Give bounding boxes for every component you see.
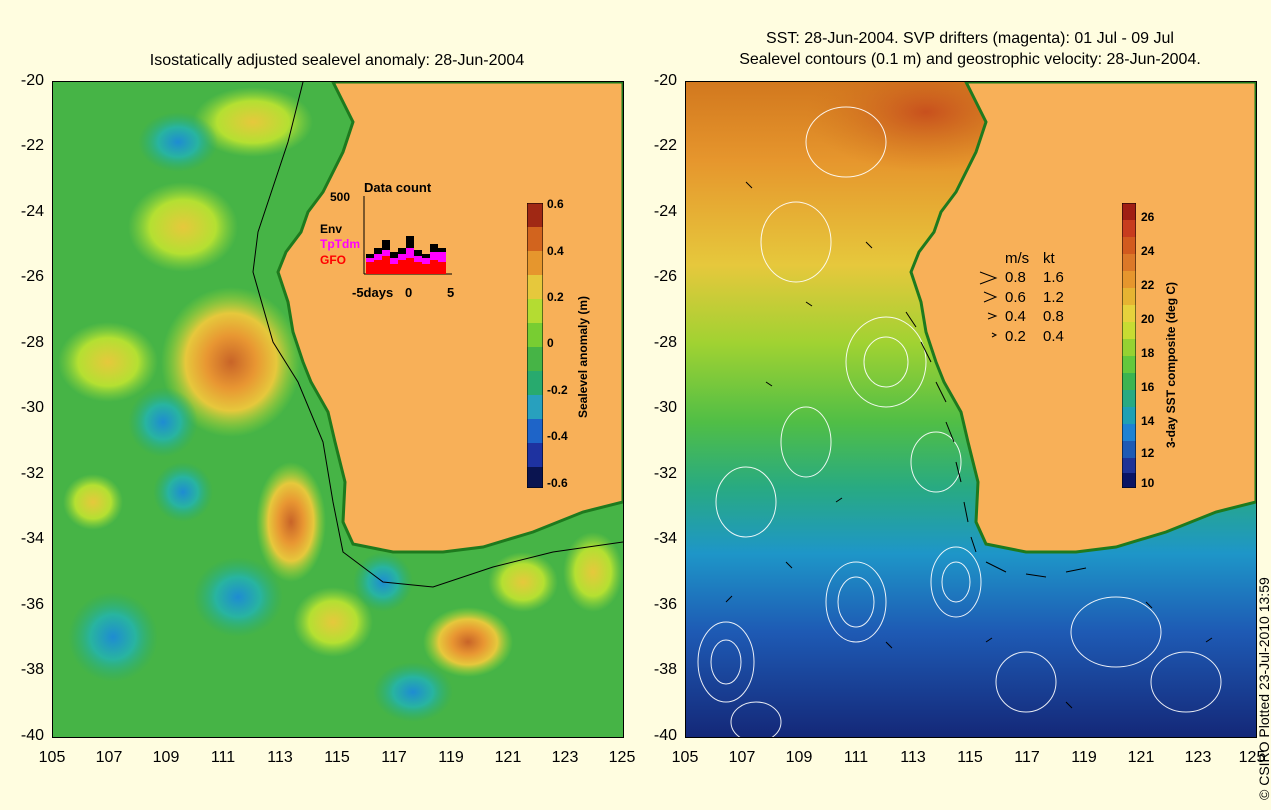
right-lon-tick: 107 <box>728 749 756 766</box>
right-lat-tick: -36 <box>653 596 677 613</box>
left-lat-tick: -38 <box>20 661 44 678</box>
velocity-legend-kt: 0.4 <box>1043 328 1064 345</box>
velocity-legend-header-kt: kt <box>1043 250 1055 267</box>
velocity-legend-kt: 1.2 <box>1043 289 1064 306</box>
right-lon-tick: 121 <box>1127 749 1155 766</box>
left-lon-tick: 123 <box>551 749 579 766</box>
left-lon-tick: 109 <box>152 749 180 766</box>
sla-colorbar-scale <box>527 203 543 488</box>
sst-colorbar-tick: 10 <box>1141 476 1155 490</box>
left-lon-tick: 111 <box>210 749 236 766</box>
inset-xtick: -5days <box>352 285 394 300</box>
left-lon-tick: 115 <box>324 749 350 766</box>
sst-colorbar-tick: 22 <box>1141 278 1155 292</box>
continental-shelf-line <box>252 82 623 588</box>
sla-colorbar-tick: 0 <box>547 336 554 350</box>
right-panel-title-line1: SST: 28-Jun-2004. SVP drifters (magenta)… <box>766 30 1174 47</box>
sla-colorbar-tick: 0.2 <box>547 290 564 304</box>
velocity-legend-header-ms: m/s <box>1005 250 1030 267</box>
inset-label-env: Env <box>320 222 343 236</box>
sst-colorbar-tick: 20 <box>1141 312 1155 326</box>
sla-colorbar-tick: 0.6 <box>547 197 564 211</box>
inset-ymax: 500 <box>330 190 351 204</box>
right-lon-tick: 123 <box>1184 749 1212 766</box>
sst-map <box>685 81 1257 738</box>
sealevel-contours <box>697 106 1222 737</box>
right-lon-tick: 117 <box>1014 749 1040 766</box>
right-lat-tick: -22 <box>653 137 677 154</box>
left-lat-tick: -30 <box>20 399 44 416</box>
velocity-legend-ms: 0.2 <box>1005 328 1026 345</box>
sst-colorbar-tick: 16 <box>1141 380 1155 394</box>
left-lat-tick: -32 <box>20 465 44 482</box>
right-lon-tick: 109 <box>785 749 813 766</box>
left-lon-tick: 105 <box>38 749 66 766</box>
right-panel-title-line2: Sealevel contours (0.1 m) and geostrophi… <box>739 51 1201 68</box>
right-lat-tick: -38 <box>653 661 677 678</box>
left-lon-tick: 107 <box>95 749 123 766</box>
right-lon-tick: 105 <box>671 749 699 766</box>
inset-label-tptdm: TpTdm <box>320 237 360 251</box>
sst-colorbar-tick: 12 <box>1141 446 1155 460</box>
left-lon-tick: 113 <box>267 749 293 766</box>
right-lon-tick: 115 <box>957 749 983 766</box>
velocity-legend-ms: 0.4 <box>1005 308 1026 325</box>
right-lat-tick: -26 <box>653 268 677 285</box>
right-lat-tick: -28 <box>653 334 677 351</box>
left-lat-tick: -20 <box>20 72 44 89</box>
left-lon-tick: 119 <box>438 749 464 766</box>
inset-xtick: 0 <box>405 285 413 300</box>
right-lon-tick: 111 <box>843 749 869 766</box>
velocity-legend-kt: 0.8 <box>1043 308 1064 325</box>
left-lat-tick: -36 <box>20 596 44 613</box>
sla-anomaly-blobs <box>58 87 623 722</box>
inset-bars <box>363 196 452 275</box>
left-lon-tick: 121 <box>494 749 522 766</box>
left-panel-title: Isostatically adjusted sealevel anomaly:… <box>149 52 525 69</box>
left-lat-tick: -40 <box>20 727 44 744</box>
velocity-legend-ms: 0.8 <box>1005 269 1026 286</box>
right-lon-tick: 113 <box>900 749 926 766</box>
sst-colorbar-tick: 14 <box>1141 414 1155 428</box>
sst-colorbar-scale <box>1122 203 1136 488</box>
velocity-legend-ms: 0.6 <box>1005 289 1026 306</box>
right-lat-tick: -32 <box>653 465 677 482</box>
right-lat-tick: -24 <box>653 203 677 220</box>
sst-colorbar-tick: 26 <box>1141 210 1155 224</box>
right-lat-tick: -20 <box>653 72 677 89</box>
sla-colorbar-tick: 0.4 <box>547 244 564 258</box>
velocity-legend-arrows <box>979 271 998 338</box>
right-lat-tick: -30 <box>653 399 677 416</box>
inset-label-gfo: GFO <box>320 253 346 267</box>
left-lat-tick: -28 <box>20 334 44 351</box>
right-lat-tick: -34 <box>653 530 677 547</box>
left-lon-tick: 117 <box>381 749 407 766</box>
sealevel-anomaly-svg <box>53 82 623 737</box>
sst-colorbar-tick: 24 <box>1141 244 1155 258</box>
left-lat-tick: -34 <box>20 530 44 547</box>
sst-svg <box>686 82 1256 737</box>
left-lat-tick: -24 <box>20 203 44 220</box>
left-lat-tick: -22 <box>20 137 44 154</box>
left-lat-tick: -26 <box>20 268 44 285</box>
right-lat-tick: -40 <box>653 727 677 744</box>
sla-colorbar-tick: -0.2 <box>547 383 568 397</box>
sla-colorbar-label: Sealevel anomaly (m) <box>576 295 590 418</box>
sealevel-anomaly-map <box>52 81 624 738</box>
sst-colorbar-tick: 18 <box>1141 346 1155 360</box>
inset-xtick: 5 <box>447 285 455 300</box>
sla-colorbar-tick: -0.6 <box>547 476 568 490</box>
land-australia <box>909 82 1256 554</box>
sst-colorbar-label: 3-day SST composite (deg C) <box>1164 281 1178 448</box>
velocity-vectors <box>725 181 1213 709</box>
inset-title: Data count <box>364 180 432 195</box>
velocity-legend-kt: 1.6 <box>1043 269 1064 286</box>
right-lon-tick: 125 <box>1238 749 1266 766</box>
left-lon-tick: 125 <box>608 749 636 766</box>
right-lon-tick: 119 <box>1071 749 1097 766</box>
sla-colorbar-tick: -0.4 <box>547 429 568 443</box>
plot-credit: © CSIRO Plotted 23-Jul-2010 13:59 <box>1256 577 1271 800</box>
